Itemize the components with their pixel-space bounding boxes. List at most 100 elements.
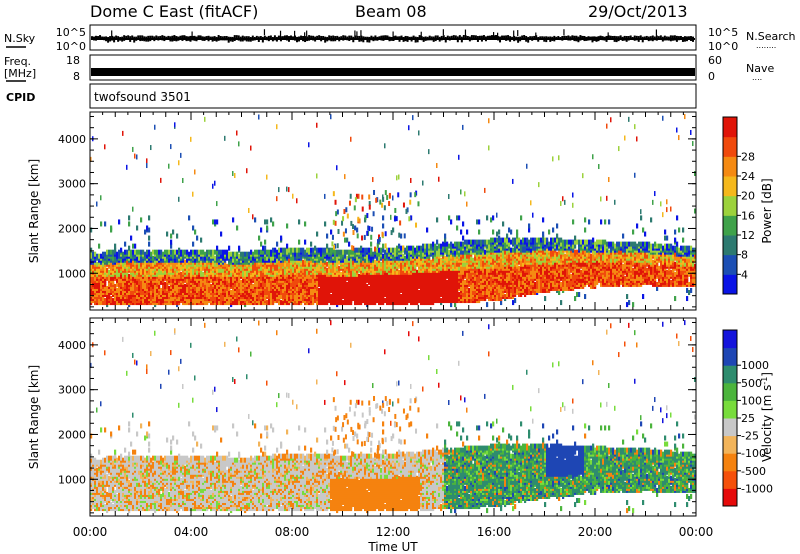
power-cell [144, 251, 147, 257]
power-cell [238, 253, 241, 259]
power-cell [300, 287, 303, 293]
power-cell [228, 277, 231, 283]
power-cell [156, 296, 159, 302]
power-speckle [458, 154, 460, 160]
power-cell [220, 253, 223, 259]
power-cell [174, 263, 177, 269]
power-cell [354, 225, 357, 231]
power-cell [380, 261, 383, 267]
cpid-label: CPID [6, 91, 35, 104]
power-cell [386, 247, 389, 253]
power-cell [220, 292, 223, 298]
power-cell [148, 241, 151, 247]
power-cell [326, 277, 329, 283]
power-cell [114, 265, 117, 271]
power-cell [130, 261, 133, 267]
power-cell [176, 287, 179, 293]
power-cell [316, 292, 319, 298]
power-cell [264, 239, 267, 245]
power-cell [280, 300, 283, 306]
noise-spike [513, 30, 515, 37]
power-cell [206, 249, 209, 255]
power-cell [138, 271, 141, 277]
noise-spike [563, 29, 565, 36]
power-cell [356, 227, 359, 233]
power-cell [110, 275, 113, 281]
noise-spike [191, 31, 193, 38]
power-cell [428, 243, 431, 249]
noise-sample [659, 35, 662, 39]
power-cell [288, 257, 291, 263]
power-cell [300, 247, 303, 253]
power-cell [278, 289, 281, 295]
power-speckle [250, 145, 252, 151]
power-cell [412, 245, 415, 251]
power-cell [272, 294, 275, 300]
power-cell [262, 275, 265, 281]
power-cell [358, 283, 361, 289]
power-cell [316, 296, 319, 302]
power-cell [298, 247, 301, 253]
power-cell [306, 261, 309, 267]
noise-sample [541, 36, 544, 40]
noise-sample [350, 35, 353, 40]
power-cell [242, 251, 245, 257]
power-cell [148, 235, 151, 241]
power-cell [182, 269, 185, 275]
power-speckle [192, 191, 194, 197]
noise-sample [442, 35, 445, 39]
power-cell [204, 251, 207, 257]
power-cell [140, 267, 143, 273]
power-cell [332, 296, 335, 302]
power-cell [280, 294, 283, 300]
power-cell [184, 249, 187, 255]
power-cell [142, 269, 145, 275]
power-cell [224, 261, 227, 267]
power-cell [356, 287, 359, 293]
power-cell [206, 292, 209, 298]
noise-sample [418, 35, 421, 40]
power-speckle [336, 165, 338, 171]
power-cell [124, 273, 127, 279]
power-cell [112, 255, 115, 261]
power-cell [440, 243, 443, 249]
power-cell [256, 281, 259, 287]
noise-sample [283, 35, 286, 40]
power-speckle [316, 173, 318, 179]
power-cell [140, 283, 143, 289]
power-cell [162, 285, 165, 291]
power-speckle [258, 114, 260, 120]
power-cell [152, 249, 155, 255]
power-cell [150, 281, 153, 287]
power-cell [244, 294, 247, 300]
noise-sample [657, 36, 660, 40]
power-cell [332, 267, 335, 273]
power-cell [220, 231, 223, 237]
power-cell [150, 251, 153, 257]
power-cell [188, 251, 191, 257]
noise-sample [159, 35, 162, 40]
power-cell [330, 263, 333, 269]
power-cell [140, 249, 143, 255]
power-cell [380, 247, 383, 253]
power-cell [280, 289, 283, 295]
power-cell [194, 229, 197, 235]
noise-sample [599, 35, 602, 39]
power-cell [462, 235, 465, 241]
power-speckle [212, 183, 214, 189]
power-cell [152, 292, 155, 298]
power-cell [152, 255, 155, 261]
power-cell [132, 281, 135, 287]
power-cell [254, 217, 257, 223]
power-cell [384, 249, 387, 255]
power-cell [410, 215, 413, 221]
power-cell [192, 267, 195, 273]
station-title: Dome C East (fitACF) [90, 2, 258, 21]
power-cell [266, 263, 269, 269]
power-speckle [438, 176, 440, 182]
power-cell [116, 287, 119, 293]
power-cell [136, 294, 139, 300]
power-cell [164, 287, 167, 293]
power-cell [110, 225, 113, 231]
noise-sample [285, 35, 288, 41]
